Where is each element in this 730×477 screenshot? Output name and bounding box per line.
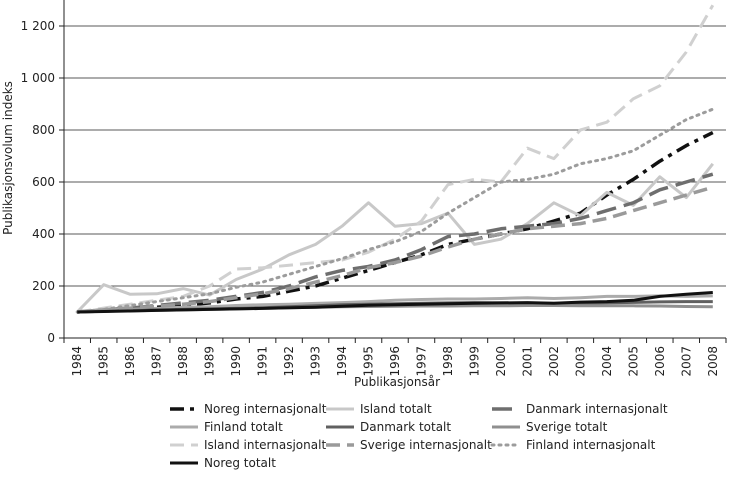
series-line	[77, 172, 714, 314]
x-tick-label: 2005	[626, 346, 640, 377]
legend-label: Island internasjonalt	[204, 438, 326, 452]
x-tick-label: 1997	[414, 346, 428, 377]
x-tick-label: 1991	[256, 346, 270, 377]
x-tick-label: 1986	[123, 346, 137, 377]
series-line	[76, 4, 715, 314]
x-tick-label: 1985	[97, 346, 111, 377]
x-tick-label: 2002	[547, 346, 561, 377]
x-tick-labels: 1984 1985 1986 1987 1988 1989 1990 1991 1992 1993…	[70, 346, 720, 377]
legend-label: Finland internasjonalt	[526, 438, 656, 452]
legend-label: Danmark internasjonalt	[526, 402, 668, 416]
series-line	[75, 107, 715, 314]
series-line	[77, 131, 714, 314]
x-tick-label: 2004	[600, 346, 614, 377]
legend: Noreg internasjonalt Island totalt Danmark…	[170, 402, 668, 470]
x-tick-label: 1987	[150, 346, 164, 377]
y-tick-label: 200	[32, 279, 55, 293]
x-tick-label: 1995	[362, 346, 376, 377]
y-tick-label: 600	[32, 175, 55, 189]
x-tick-label: 1992	[282, 346, 296, 377]
x-tick-label: 1998	[441, 346, 455, 377]
y-tick-labels: 0 200 400 600 800 1 000 1 200	[21, 19, 55, 345]
y-tick-label: 0	[47, 331, 55, 345]
x-tick-label: 2008	[706, 346, 720, 377]
x-tick-label: 2000	[494, 346, 508, 377]
x-tick-label: 1989	[203, 346, 217, 377]
series-lines	[75, 4, 715, 314]
x-tick-label: 2007	[679, 346, 693, 377]
x-axis-title: Publikasjonsår	[354, 375, 440, 389]
series-line	[77, 185, 714, 314]
axes	[59, 0, 727, 343]
legend-label: Finland totalt	[204, 420, 283, 434]
x-tick-label: 2006	[653, 346, 667, 377]
series-line	[77, 294, 713, 314]
x-tick-label: 1996	[388, 346, 402, 377]
y-tick-label: 800	[32, 123, 55, 137]
x-tick-label: 2001	[520, 346, 534, 377]
legend-label: Danmark totalt	[360, 420, 451, 434]
x-tick-label: 1994	[335, 346, 349, 377]
x-tick-label: 2003	[573, 346, 587, 377]
series-line	[77, 291, 713, 314]
legend-label: Sverige internasjonalt	[360, 438, 492, 452]
legend-label: Island totalt	[360, 402, 432, 416]
y-tick-label: 1 200	[21, 19, 55, 33]
x-tick-label: 1988	[176, 346, 190, 377]
x-tick-label: 1999	[467, 346, 481, 377]
x-tick-label: 1993	[309, 346, 323, 377]
gridlines	[64, 25, 726, 287]
y-tick-label: 1 000	[21, 71, 55, 85]
x-tick-label: 1990	[229, 346, 243, 377]
y-tick-label: 400	[32, 227, 55, 241]
x-tick-label: 1984	[70, 346, 84, 377]
legend-label: Noreg internasjonalt	[204, 402, 327, 416]
legend-label: Sverige totalt	[526, 420, 608, 434]
series-line	[76, 162, 714, 314]
legend-label: Noreg totalt	[204, 456, 276, 470]
y-axis-title: Publikasjonsvolum indeks	[1, 81, 15, 235]
